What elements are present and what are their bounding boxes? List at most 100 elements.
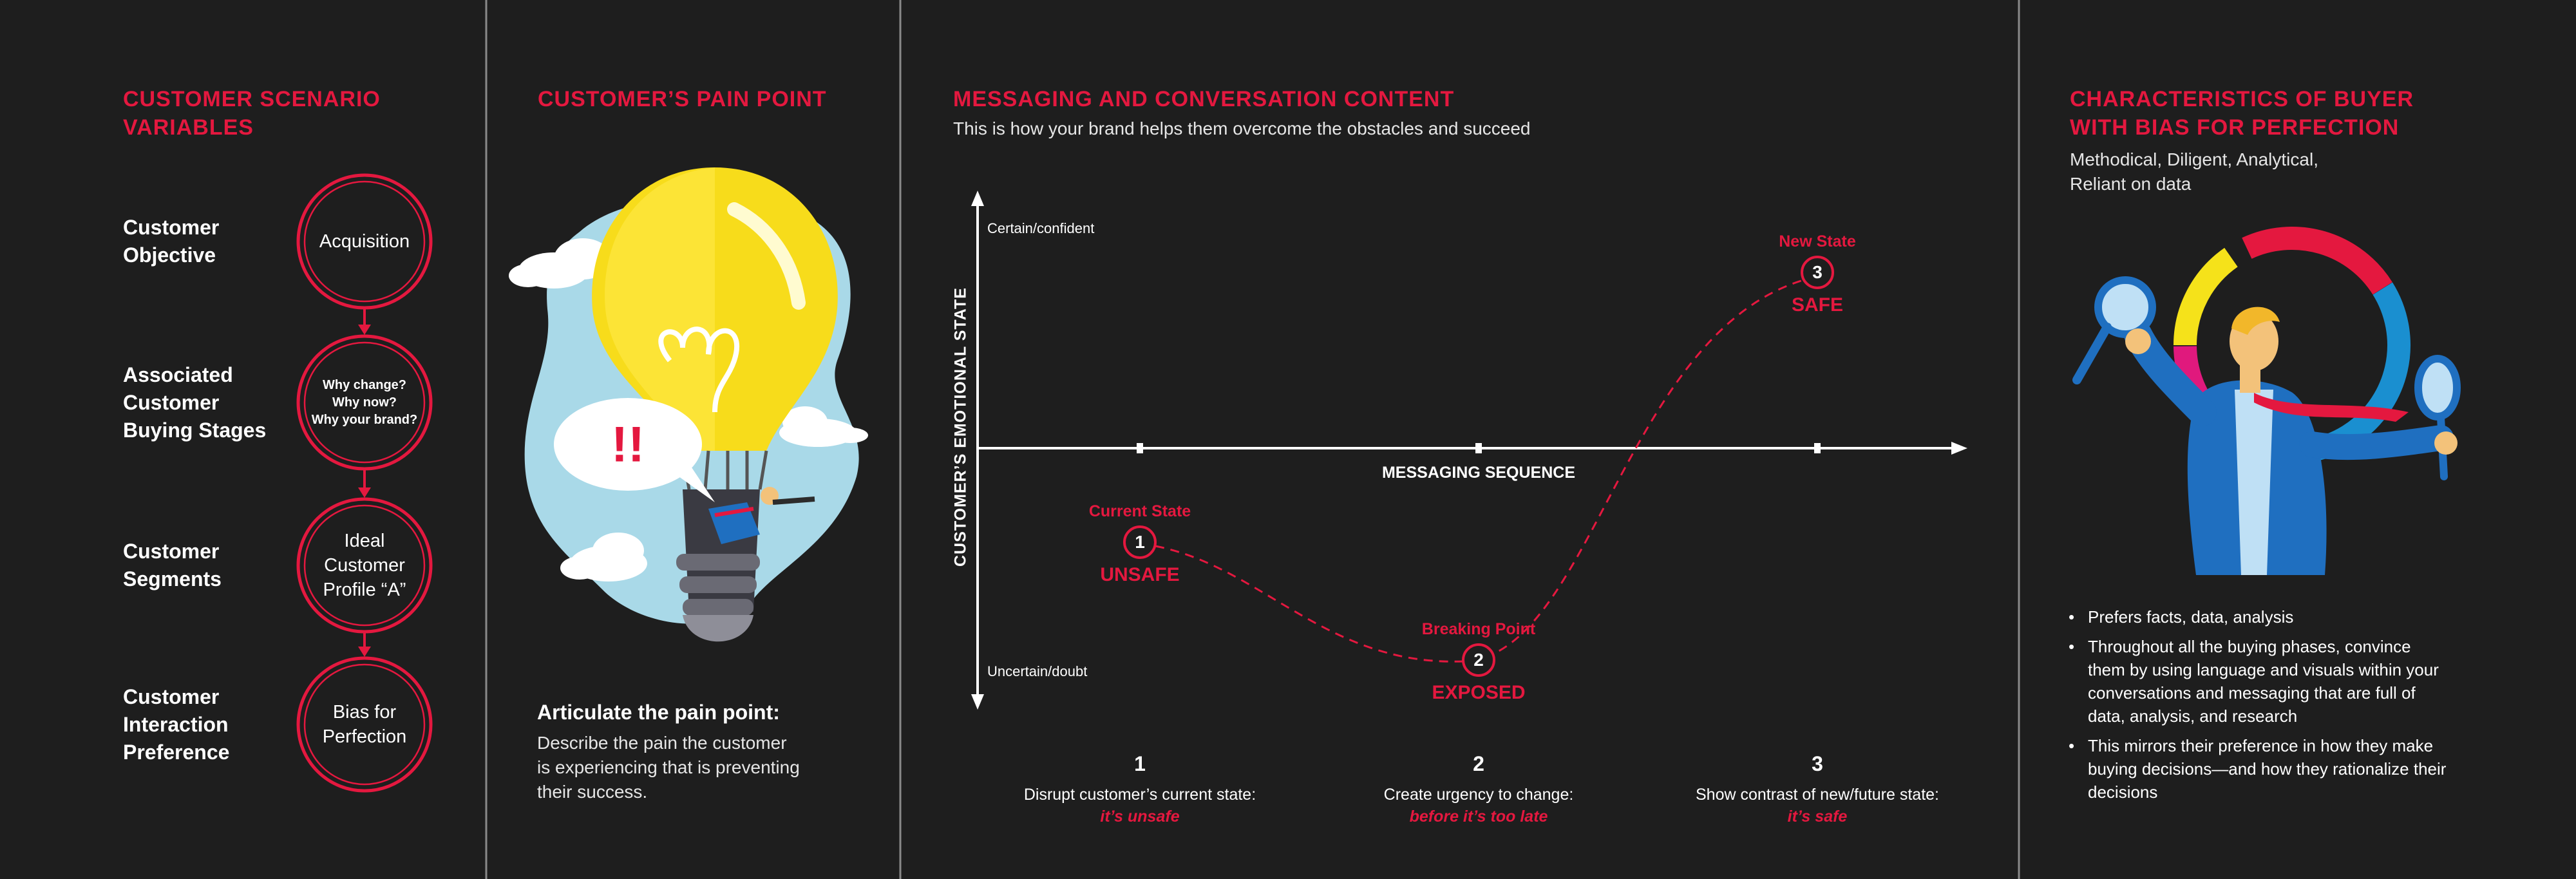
variable-label: Objective <box>123 243 216 267</box>
balloon-illustration <box>509 167 868 642</box>
variable-label: Customer <box>123 390 220 414</box>
balloon-illustration-part <box>658 326 740 413</box>
section-title: CUSTOMER’S PAIN POINT <box>538 87 827 111</box>
variable-value: Acquisition <box>319 231 410 252</box>
state-status: EXPOSED <box>1432 682 1526 703</box>
section-title: CUSTOMER SCENARIO <box>123 87 381 111</box>
variable-label: Customer <box>123 685 220 708</box>
variable-label: Interaction <box>123 712 229 736</box>
variable-label: Preference <box>123 740 230 764</box>
section-title: CHARACTERISTICS OF BUYER <box>2070 87 2414 111</box>
variable-value: Profile “A” <box>323 580 406 600</box>
emotion-graph-part <box>1475 443 1482 453</box>
emotion-graph-part <box>1951 442 1967 455</box>
bullet: This mirrors their preference in how the… <box>2069 734 2448 804</box>
emotion-graph <box>971 191 1967 710</box>
variable-value: Perfection <box>322 726 407 747</box>
variable-value: Why change? <box>322 377 407 392</box>
state-markers-part <box>1801 256 1834 289</box>
variable-label: Associated <box>123 363 233 386</box>
variable-label: Segments <box>123 567 222 591</box>
emotion-graph-part <box>1814 443 1821 453</box>
section-subtitle: This is how your brand helps them overco… <box>953 118 1531 138</box>
step-emphasis: before it’s too late <box>1409 808 1548 826</box>
buyer-illustration-part <box>2235 390 2273 575</box>
arrow-head <box>358 325 371 335</box>
section-subtitle: Methodical, Diligent, Analytical, <box>2070 149 2318 169</box>
state-label: Breaking Point <box>1421 620 1536 638</box>
section-title: VARIABLES <box>123 115 254 140</box>
step-emphasis: it’s safe <box>1787 808 1848 826</box>
state-status: UNSAFE <box>1100 564 1180 585</box>
y-axis-top: Certain/confident <box>987 220 1095 236</box>
step-emphasis: it’s unsafe <box>1100 808 1180 826</box>
step-number: 2 <box>1473 752 1484 775</box>
buyer-illustration-part <box>2125 328 2151 354</box>
y-axis-bottom: Uncertain/doubt <box>987 663 1088 679</box>
section-subtitle: Reliant on data <box>2070 174 2192 194</box>
ring-inner <box>303 180 426 303</box>
buyer-illustration-part <box>2094 276 2156 338</box>
balloon-illustration-part <box>605 167 715 451</box>
balloon-illustration-part-part <box>560 556 599 580</box>
bullet: Throughout all the buying phases, convin… <box>2069 635 2448 728</box>
balloon-illustration-part <box>714 507 754 517</box>
balloon-illustration-part <box>670 454 715 502</box>
arrow-head <box>358 487 371 498</box>
variable-value: Ideal <box>344 531 385 551</box>
buyer-illustration <box>2072 227 2461 575</box>
step-number: 3 <box>1812 752 1823 775</box>
state-markers <box>1123 256 1834 677</box>
variable-value: Bias for <box>332 702 397 723</box>
emotion-graph-part <box>1137 443 1143 453</box>
section-title: MESSAGING AND CONVERSATION CONTENT <box>953 87 1455 111</box>
balloon-illustration-part <box>679 576 757 593</box>
balloon-illustration-part <box>683 615 753 642</box>
state-status: SAFE <box>1791 294 1844 316</box>
variable-label: Customer <box>123 540 220 563</box>
balloon-illustration-part-part <box>592 533 644 569</box>
buyer-illustration-part <box>2231 307 2280 335</box>
balloon-illustration-part <box>727 202 806 310</box>
buyer-illustration-part-part <box>2174 227 2410 464</box>
buyer-illustration-part <box>2299 425 2454 460</box>
emotion-graph-part <box>971 694 984 710</box>
buyer-illustration-part <box>2072 323 2112 384</box>
buyer-illustration-part-part <box>2174 227 2410 464</box>
balloon-illustration-part <box>772 496 815 505</box>
bullet: Prefers facts, data, analysis <box>2069 605 2448 629</box>
step-text: Disrupt customer’s current state: <box>1023 786 1256 804</box>
balloon-illustration-part <box>509 238 868 581</box>
variable-value: Why now? <box>332 395 397 410</box>
variable-label: Customer <box>123 216 220 239</box>
arrow-head <box>358 647 371 657</box>
x-axis-label: MESSAGING SEQUENCE <box>1381 464 1576 482</box>
balloon-illustration-part <box>676 554 760 571</box>
ring-inner <box>303 504 426 627</box>
ring-inner <box>303 341 426 464</box>
state-markers-part <box>1462 643 1495 677</box>
state-number: 3 <box>1812 262 1823 282</box>
buyer-illustration-part <box>2434 431 2458 455</box>
balloon-illustration-part-part <box>832 428 868 443</box>
pain-text: Describe the pain the customer <box>537 733 787 753</box>
state-label: New State <box>1779 232 1856 250</box>
ring-outer <box>296 334 433 471</box>
y-axis-label: CUSTOMER’S EMOTIONAL STATE <box>951 287 970 567</box>
balloon-illustration-part-part <box>509 264 547 287</box>
pain-text: is experiencing that is preventing <box>537 757 800 777</box>
balloon-illustration-part-part <box>782 406 828 437</box>
variable-value: Customer <box>324 555 405 576</box>
dividers <box>485 0 2020 879</box>
variable-rings <box>296 173 433 793</box>
exclamation: !! <box>611 415 645 473</box>
step-text: Show contrast of new/future state: <box>1696 786 1939 804</box>
section-title: WITH BIAS FOR PERFECTION <box>2070 115 2400 140</box>
ring-outer <box>296 656 433 793</box>
buyer-illustration-part <box>2414 355 2461 421</box>
variable-label: Buying Stages <box>123 418 267 442</box>
state-label: Current State <box>1088 502 1191 520</box>
state-number: 2 <box>1473 650 1484 670</box>
